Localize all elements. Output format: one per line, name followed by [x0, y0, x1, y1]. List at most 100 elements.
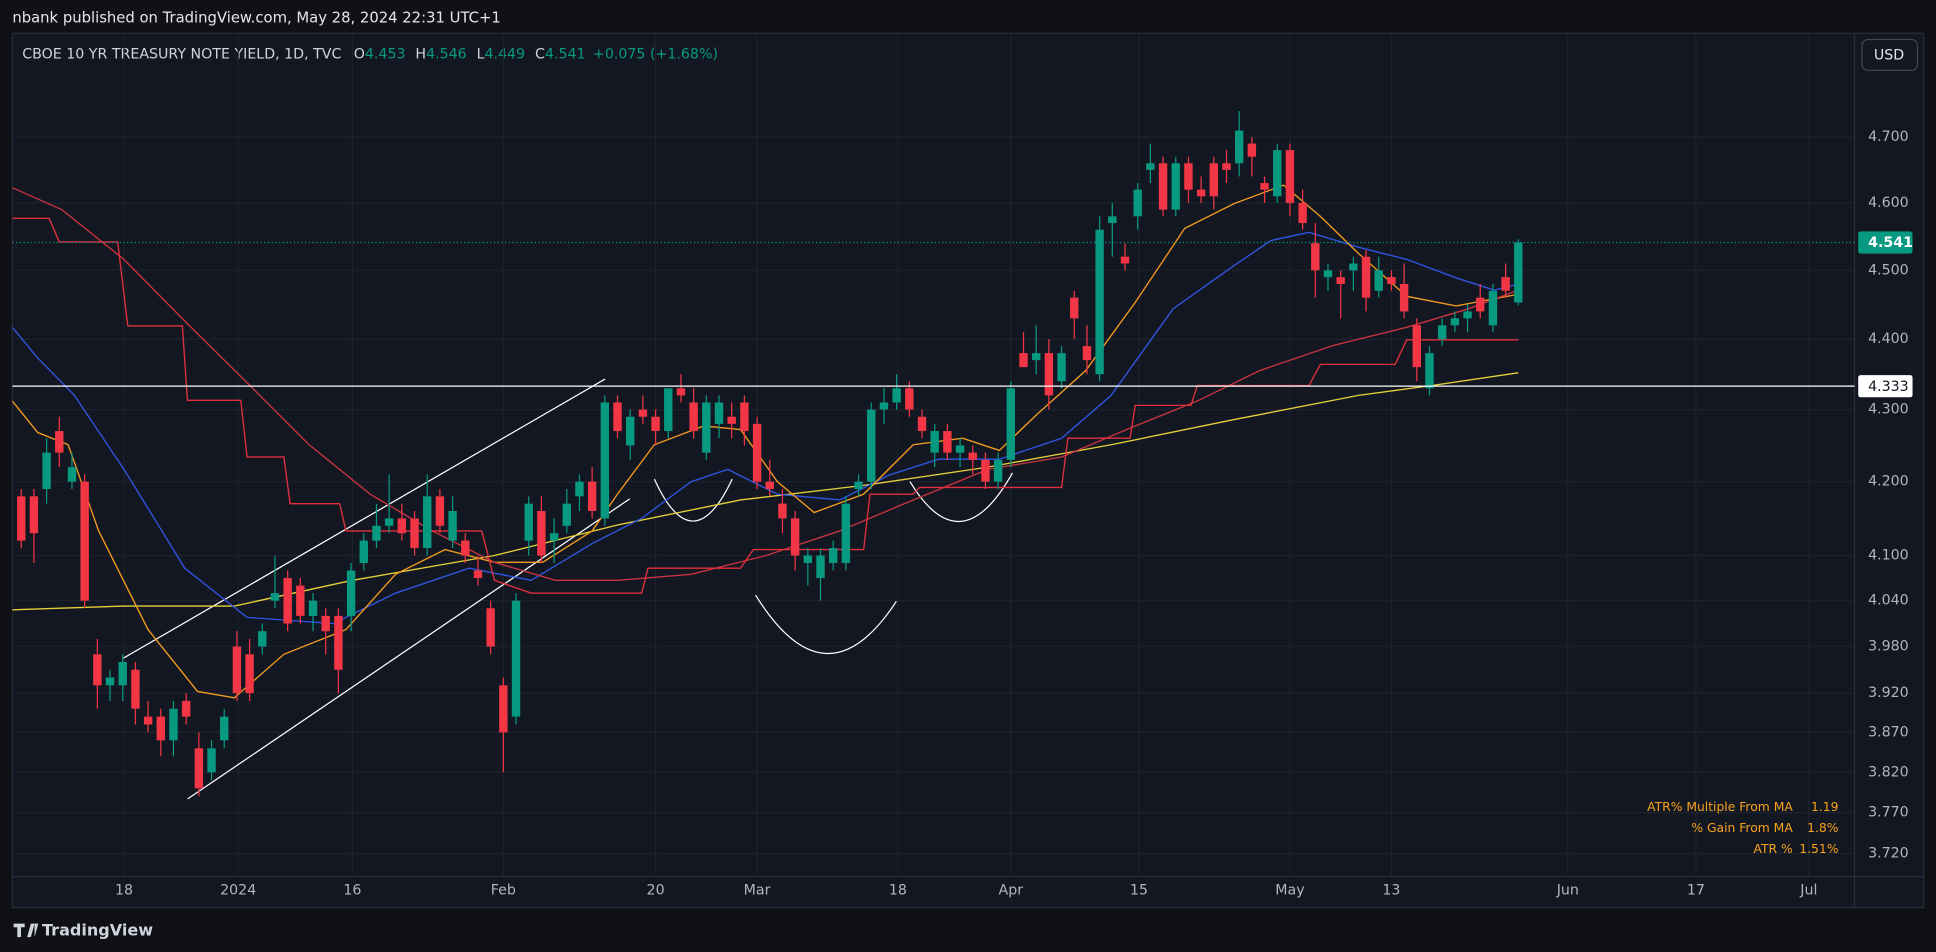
- candle-body: [1298, 202, 1307, 224]
- candle-body: [930, 431, 939, 453]
- candle-body: [1031, 353, 1041, 361]
- candle-body: [1247, 143, 1257, 157]
- last-price-box: [1858, 231, 1913, 254]
- candle-body: [1311, 243, 1320, 271]
- level-label-box: [1858, 375, 1913, 398]
- indicator-line: [12, 187, 1519, 582]
- candle-body: [80, 481, 89, 601]
- candle-body: [689, 402, 698, 432]
- indicator-label: % Gain From MA: [1691, 821, 1793, 835]
- candle-body: [1146, 163, 1155, 170]
- candle-body: [1095, 229, 1104, 375]
- legend-value: 4.453: [365, 46, 406, 62]
- candle-body: [308, 600, 318, 616]
- candle-body: [943, 431, 952, 453]
- candle-body: [816, 555, 825, 579]
- arc-drawing: [909, 472, 1013, 522]
- y-tick-label: 4.100: [1868, 548, 1909, 564]
- x-tick-label: 16: [343, 882, 361, 898]
- candle-body: [296, 585, 305, 616]
- candle-body: [1209, 163, 1219, 197]
- candle-body: [1488, 290, 1498, 326]
- y-tick-label: 4.600: [1868, 195, 1909, 211]
- candle-body: [1120, 256, 1130, 264]
- candle-body: [1184, 163, 1193, 190]
- candle-body: [1260, 183, 1269, 190]
- y-tick-label: 3.870: [1868, 724, 1909, 740]
- candle-body: [1374, 270, 1383, 291]
- x-tick-label: Jun: [1556, 882, 1579, 898]
- y-tick-label: 4.040: [1868, 593, 1909, 609]
- candle-body: [207, 748, 216, 773]
- legend-label: O: [354, 46, 365, 62]
- x-tick-label: 18: [889, 882, 907, 898]
- last-price-label: 4.541: [1868, 235, 1913, 251]
- candle-body: [575, 481, 584, 497]
- candle-body: [17, 496, 26, 541]
- candle-body: [740, 402, 749, 432]
- candle-body: [790, 518, 800, 556]
- candle-body: [1501, 277, 1510, 291]
- candle-body: [67, 467, 77, 482]
- y-tick-label: 3.920: [1868, 685, 1909, 701]
- level-label: 4.333: [1868, 379, 1909, 395]
- candle-body: [537, 511, 546, 556]
- candle-body: [905, 388, 914, 410]
- y-tick-label: 4.400: [1868, 331, 1909, 347]
- symbol-title: CBOE 10 YR TREASURY NOTE YIELD, 1D, TVC: [22, 46, 341, 62]
- candle-body: [626, 416, 635, 446]
- candle-body: [955, 445, 965, 453]
- x-tick-label: Jul: [1799, 882, 1817, 898]
- y-tick-label: 3.820: [1868, 764, 1909, 780]
- legend-label: H: [415, 46, 426, 62]
- candle-body: [562, 503, 571, 526]
- candle-body: [232, 646, 242, 694]
- candle-body: [1158, 163, 1168, 210]
- candle-body: [676, 388, 686, 396]
- legend-label: L: [477, 46, 485, 62]
- candle-body: [372, 525, 381, 541]
- currency-label[interactable]: USD: [1874, 48, 1904, 64]
- candle-body: [435, 496, 445, 526]
- candle-body: [549, 533, 559, 541]
- candle-body: [1476, 297, 1485, 312]
- candle-body: [143, 716, 153, 725]
- candle-body: [105, 677, 115, 686]
- x-tick-label: 17: [1687, 882, 1705, 898]
- candle-body: [600, 402, 610, 519]
- currency-button[interactable]: [1861, 38, 1919, 71]
- y-tick-label: 3.980: [1868, 639, 1909, 655]
- indicator-value: 1.19: [1811, 800, 1838, 814]
- candle-body: [1196, 189, 1206, 197]
- candle-body: [778, 503, 787, 519]
- candle-body: [461, 540, 470, 556]
- indicator-line: [12, 217, 1519, 594]
- x-tick-label: 20: [647, 882, 665, 898]
- x-tick-label: 13: [1382, 882, 1400, 898]
- candle-body: [1336, 277, 1345, 284]
- candle-body: [194, 748, 204, 789]
- candle-body: [55, 431, 64, 453]
- candle-body: [220, 716, 229, 741]
- candle-body: [1070, 297, 1079, 319]
- candle-body: [169, 708, 178, 741]
- candle-body: [486, 608, 495, 647]
- candle-body: [346, 570, 356, 616]
- candle-body: [803, 555, 813, 564]
- y-tick-label: 4.700: [1868, 129, 1909, 145]
- candle-body: [270, 593, 280, 601]
- candle-body: [1019, 353, 1028, 368]
- candle-body: [1514, 242, 1523, 303]
- candle-body: [42, 452, 51, 490]
- candle-body: [993, 459, 1003, 482]
- candle-body: [727, 416, 736, 424]
- candle-body: [1412, 325, 1422, 368]
- candle-body: [334, 615, 343, 670]
- candle-body: [511, 600, 521, 717]
- indicator-table: ATR% Multiple From MA 1.19 % Gain From MA 1…: [1647, 800, 1839, 856]
- candle-body: [1399, 283, 1409, 312]
- candle-body: [879, 402, 889, 410]
- candle-body: [829, 548, 838, 564]
- indicator-label: ATR %: [1754, 842, 1793, 856]
